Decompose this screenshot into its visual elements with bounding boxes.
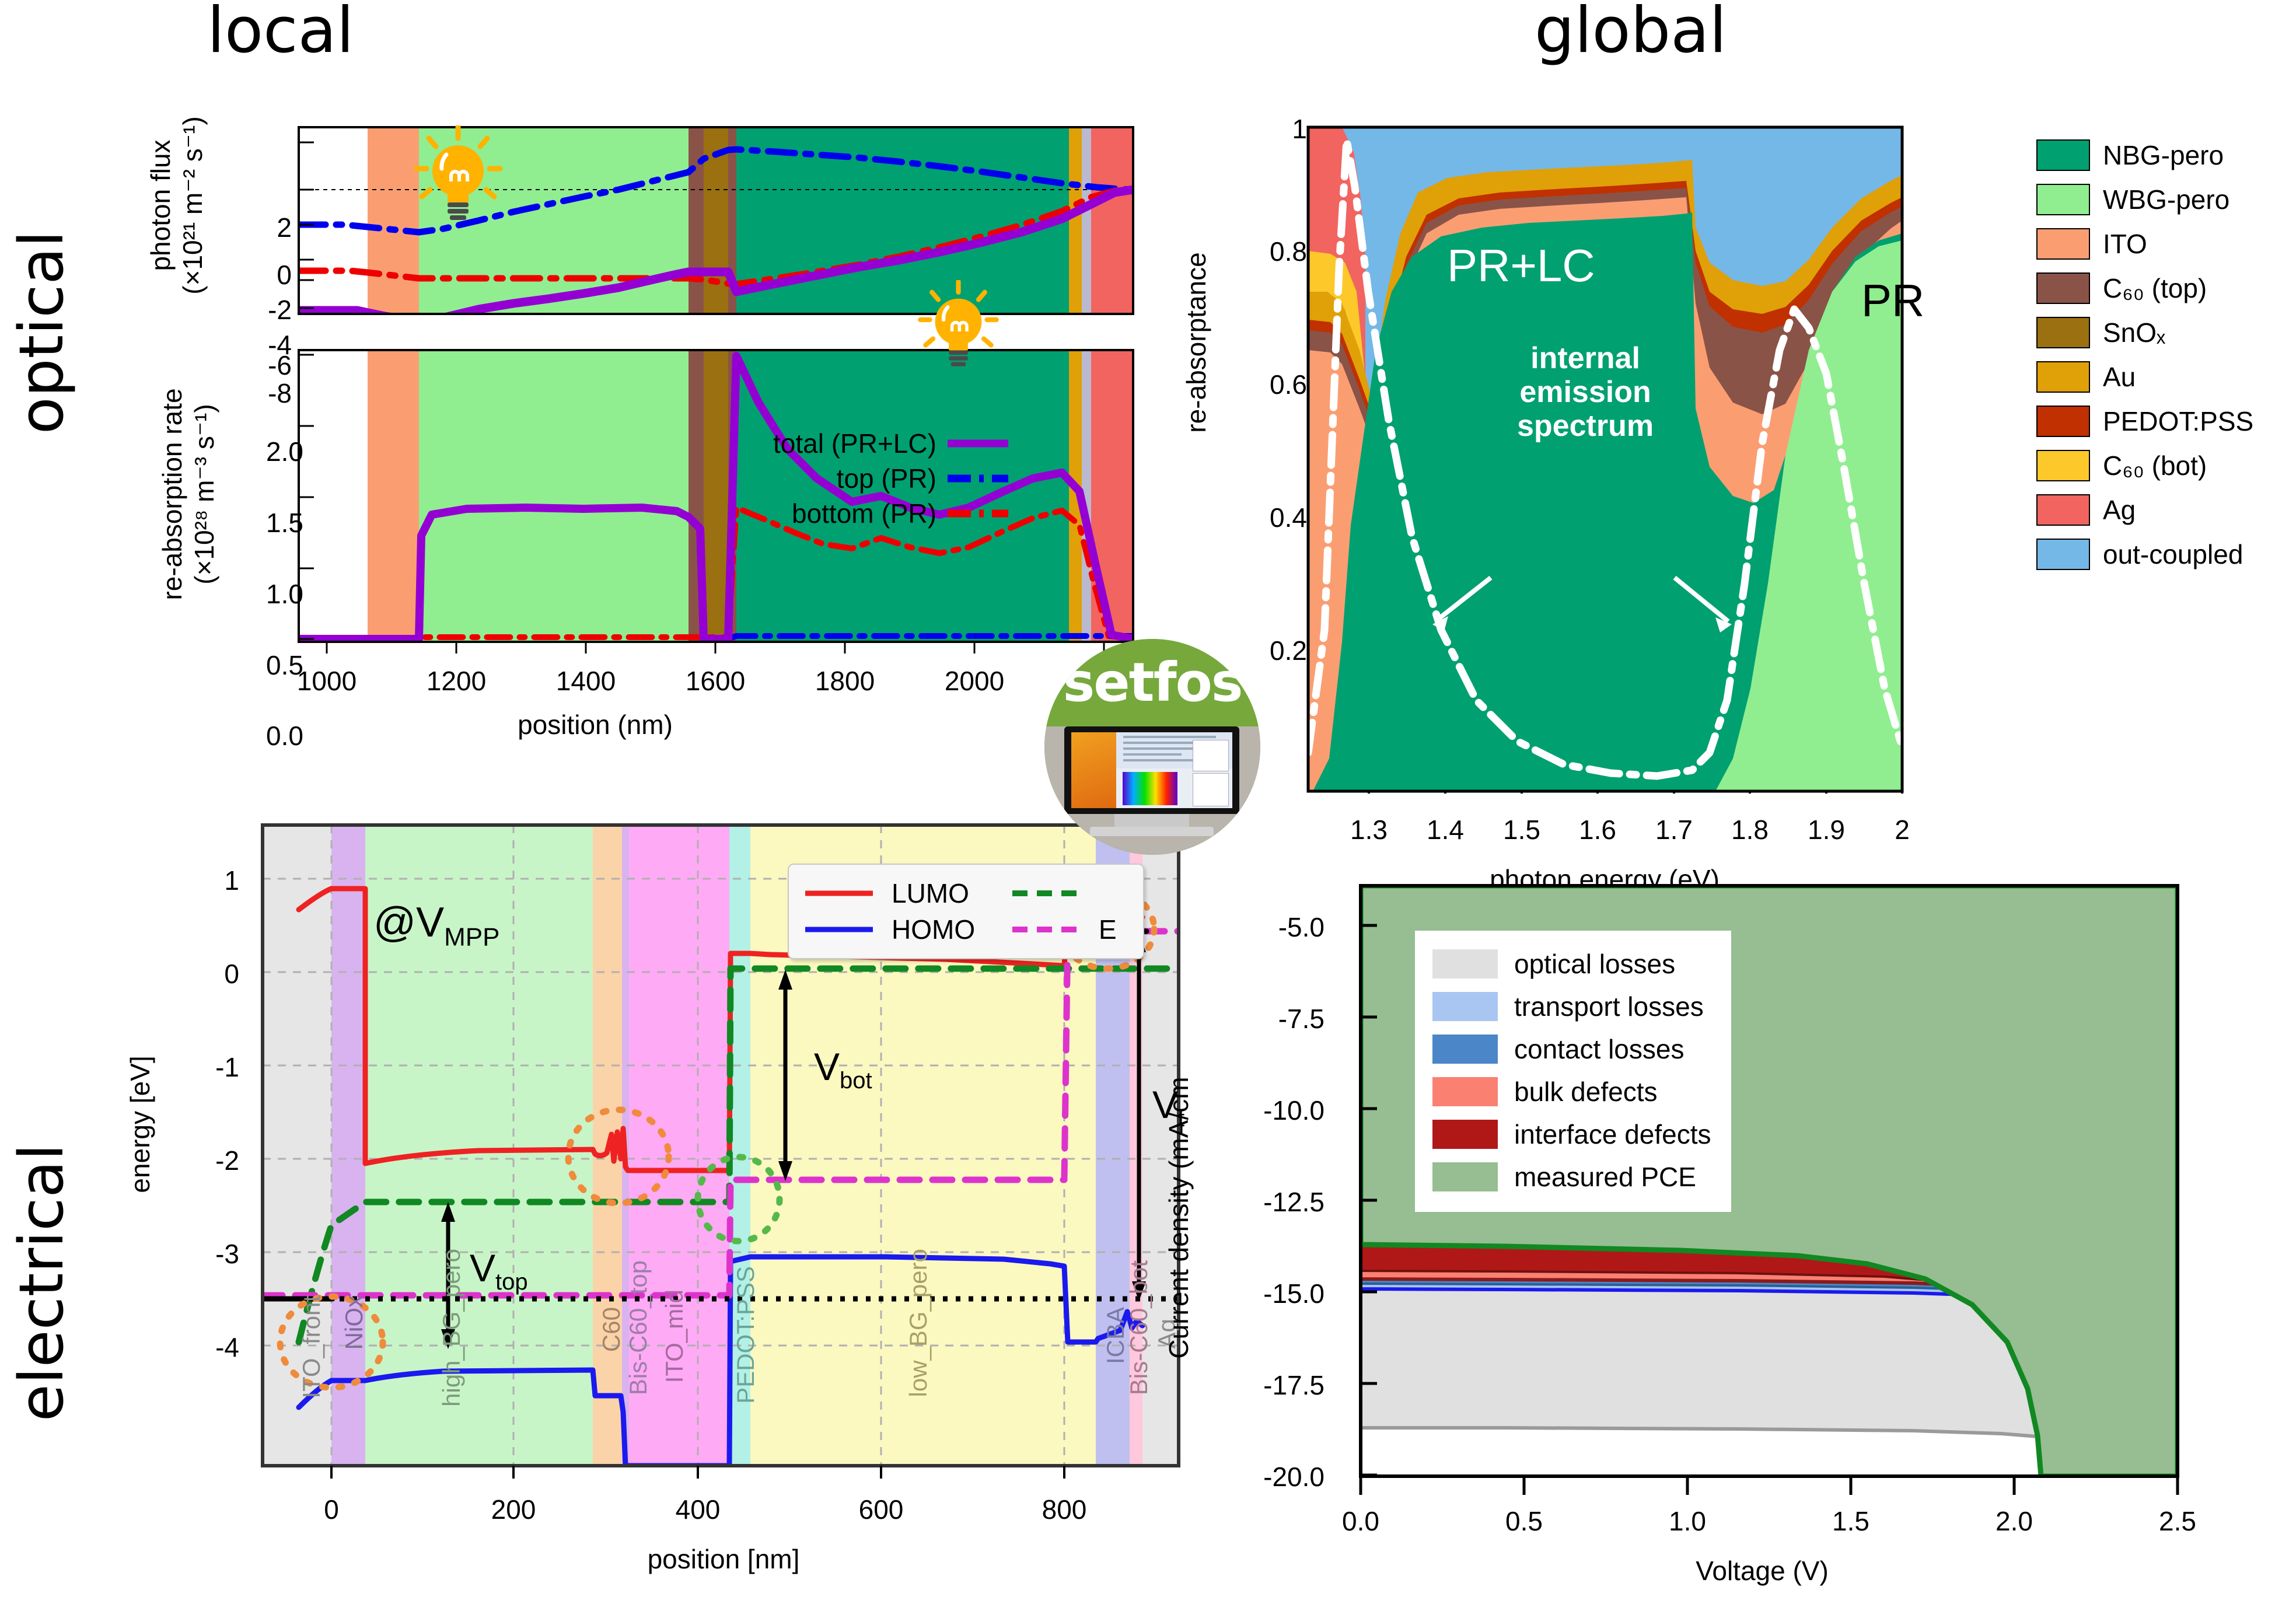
legend-swatch-nbg-pero [2036,139,2090,171]
legend-label-homo: HOMO [892,914,976,945]
curve-lumo [296,886,1145,1173]
setfos-logo: setfos [1044,639,1260,855]
photon-flux-yaxis-label: photon flux (×10²¹ m⁻² s⁻¹) [145,116,208,295]
legend-swatch-interface-defects [1432,1119,1498,1149]
legend-swatch-lumo [805,890,873,896]
legend-swatch-contact-losses [1432,1034,1498,1064]
legend-label-ag: Ag [2103,495,2136,525]
legend-label-bulk-defects: bulk defects [1514,1076,1658,1107]
legend-label-ito: ITO [2103,229,2147,259]
energy-xaxis-label: position [nm] [647,1544,800,1574]
jv-legend: optical losses transport losses contact … [1415,931,1731,1212]
highlight-orange-2 [565,1106,672,1207]
layer-bands-top [368,127,1133,314]
legend-label-transport-losses: transport losses [1514,991,1704,1022]
legend-swatch-total [947,439,1008,448]
annotation-v-bot: Vbot [814,1045,872,1094]
jv-xaxis-label: Voltage (V) [1696,1556,1829,1586]
setfos-imac-photo [1044,726,1260,855]
annotation-v-top: Vtop [470,1246,528,1295]
legend-swatch-ag [2036,494,2090,526]
legend-label-efp: E [1099,914,1117,945]
voltage-arrows [446,938,1141,1342]
annotation-pr: PR [1861,275,1925,326]
legend-swatch-snox [2036,317,2090,348]
curve-total-prlc-reabs [299,352,1133,642]
legend-label-out-coupled: out-coupled [2103,539,2243,569]
legend-label-top: top (PR) [836,463,936,494]
column-title-local: local [207,0,354,67]
legend-label-lumo: LUMO [892,878,969,908]
legend-label-au: Au [2103,362,2136,392]
legend-label-contact-losses: contact losses [1514,1033,1685,1064]
legend-label-bottom: bottom (PR) [791,498,936,529]
annotation-at-vmpp: @VMPP [373,899,500,952]
annotation-internal-line3: spectrum [1517,409,1654,443]
legend-swatch-measured-pce [1432,1162,1498,1191]
row-label-optical: optical [6,230,77,435]
lightbulb-icon-bottom [916,280,1001,376]
legend-swatch-c60-top [2036,272,2090,304]
jv-yaxis-label: Current density (mA/cm [1163,1077,1194,1359]
row-label-electrical: electrical [6,1144,77,1422]
legend-swatch-bottom [947,509,1008,518]
emission-arrows [1432,575,1732,632]
annotation-internal-line1: internal [1530,341,1640,375]
legend-swatch-efp [1012,927,1080,932]
legend-swatch-optical-losses [1432,949,1498,979]
highlight-orange-1 [277,1293,386,1391]
lightbulb-icon-top [411,125,505,230]
legend-swatch-bulk-defects [1432,1077,1498,1106]
energy-yaxis-label: energy [eV] [125,1056,155,1193]
highlight-green-1 [694,1154,783,1245]
photon-flux-axes [298,126,1134,315]
layer-bands-bottom [368,350,1133,642]
overlay-internal-emission [1308,136,1902,780]
curve-total-prlc-flux [299,185,1133,314]
global-legend: NBG-pero WBG-pero ITO C₆₀ (top) SnOₓ Au … [2036,133,2253,576]
legend-label-c60-top: C₆₀ (top) [2103,273,2207,303]
legend-swatch-efn [1012,890,1080,896]
legend-label-snox: SnOₓ [2103,317,2166,348]
legend-label-pedot-pss: PEDOT:PSS [2103,406,2254,436]
area-wbg [1308,240,1902,791]
legend-swatch-top [947,474,1008,483]
panel-local-optical [175,99,1190,799]
legend-label-optical-losses: optical losses [1514,948,1676,979]
annotation-v-t: Vt [1152,1083,1185,1132]
curve-bottom-pr-flux [299,186,1133,288]
annotation-internal-emission: internal emission spectrum [1517,341,1654,443]
annotation-internal-line2: emission [1519,375,1651,410]
curve-efn [295,965,1179,1346]
legend-swatch-ito [2036,228,2090,260]
area-nbg [1308,212,1902,791]
annotation-pr-lc: PR+LC [1447,240,1595,291]
legend-label-c60-bot: C₆₀ (bot) [2103,450,2207,481]
local-legend: total (PR+LC) top (PR) bottom (PR) [773,426,1010,531]
energy-legend: LUMO HOMO E [788,864,1144,959]
legend-swatch-transport-losses [1432,991,1498,1021]
global-stacked-areas [1308,127,1902,791]
legend-swatch-pedot-pss [2036,406,2090,437]
legend-swatch-au [2036,361,2090,393]
legend-label-measured-pce: measured PCE [1514,1161,1696,1192]
legend-label-nbg-pero: NBG-pero [2103,140,2224,170]
legend-swatch-c60-bot [2036,450,2090,481]
local-xaxis-label: position (nm) [518,710,673,740]
legend-label-wbg-pero: WBG-pero [2103,184,2230,215]
legend-swatch-out-coupled [2036,539,2090,570]
panel-global [1225,117,1996,794]
reabsorption-axes [298,349,1134,654]
setfos-wordmark: setfos [1063,651,1243,714]
legend-swatch-wbg-pero [2036,184,2090,215]
reabsorption-yaxis-label: re-absorption rate (×10²⁸ m⁻³ s⁻¹) [157,388,219,600]
legend-label-interface-defects: interface defects [1514,1119,1711,1149]
legend-label-total: total (PR+LC) [773,428,936,459]
curve-top-pr-flux [299,146,1133,236]
column-title-global: global [1535,0,1727,67]
legend-swatch-homo [805,927,873,932]
global-yaxis-label: re-absorptance [1181,252,1211,433]
